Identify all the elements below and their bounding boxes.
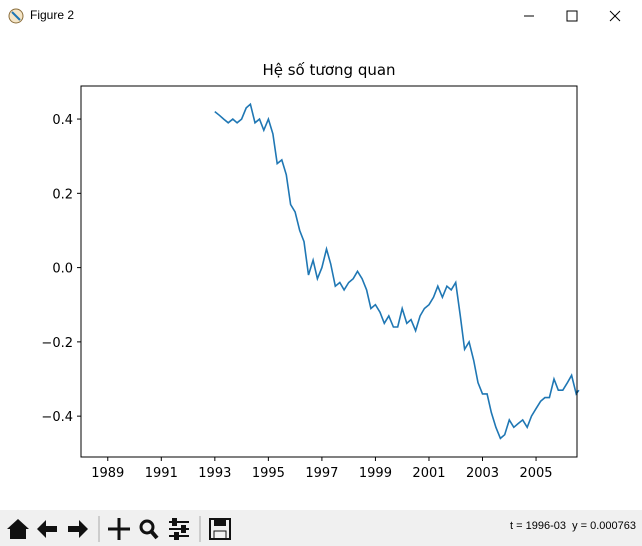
home-button[interactable] [7,519,29,539]
toolbar-buttons [7,516,231,542]
axes-frame [80,85,578,458]
x-tick-label: 1993 [198,466,231,481]
title-bar: Figure 2 [0,0,642,32]
y-tick-label: −0.2 [41,336,73,351]
zoom-button[interactable] [139,519,159,540]
forward-button[interactable] [68,520,88,538]
x-tick-label: 2003 [466,466,499,481]
x-tick-label: 1991 [145,466,178,481]
x-tick-label: 1997 [305,466,338,481]
back-button[interactable] [37,520,57,538]
x-tick-label: 1999 [359,466,392,481]
data-line [214,102,580,440]
maximize-button[interactable] [566,10,578,22]
pan-button[interactable] [108,518,130,540]
window-title: Figure 2 [30,8,75,22]
configure-button[interactable] [169,518,189,540]
y-tick-label: 0.0 [52,262,73,277]
chart: Hệ số tương quan −0.4 −0.2 0.0 0.2 0.4 1989 19… [41,61,580,481]
x-tick-label: 2001 [412,466,445,481]
app-icon [11,11,21,21]
x-tick-label: 1995 [252,466,285,481]
x-tick-label: 1989 [91,466,124,481]
window-controls [8,8,621,24]
y-tick-label: 0.2 [52,187,73,202]
y-tick-label: −0.4 [41,410,73,425]
y-tick-label: 0.4 [52,113,73,128]
chart-title: Hệ số tương quan [262,61,395,79]
close-button[interactable] [609,10,621,22]
save-button[interactable] [209,518,231,540]
status-text: t = 1996-03 y = 0.000763 [510,520,636,532]
x-tick-label: 2005 [519,466,552,481]
toolbar: t = 1996-03 y = 0.000763 [0,510,642,546]
